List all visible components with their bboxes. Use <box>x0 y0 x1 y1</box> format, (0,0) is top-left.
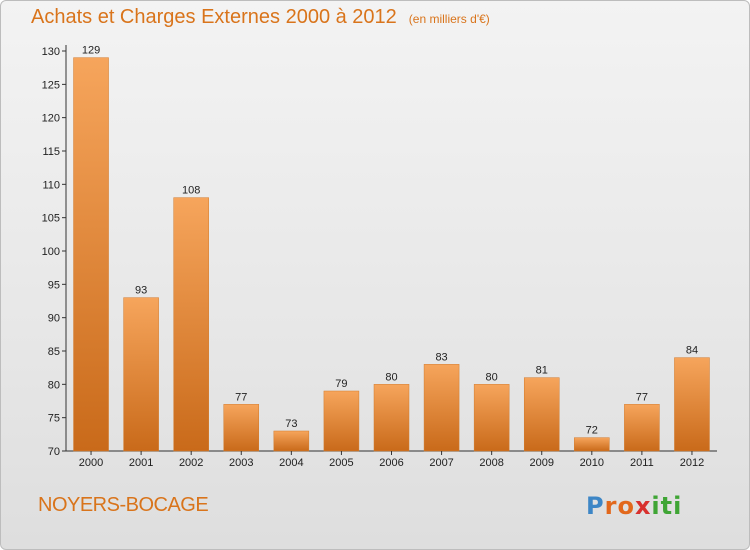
bar-value-label: 108 <box>182 185 200 197</box>
bar-value-label: 129 <box>82 45 100 57</box>
bar <box>574 437 610 452</box>
bar <box>674 357 710 452</box>
brand-letter: o <box>617 492 635 520</box>
y-tick-label: 100 <box>42 246 60 258</box>
bar-value-label: 73 <box>285 418 297 430</box>
x-tick-label: 2000 <box>79 457 103 469</box>
bar-value-label: 79 <box>335 378 347 390</box>
bar <box>373 384 410 452</box>
x-tick-label: 2008 <box>479 457 503 469</box>
bar-value-label: 80 <box>385 371 397 383</box>
brand-letter: i <box>673 492 683 520</box>
bar <box>73 57 109 452</box>
chart-unit: (en milliers d'€) <box>408 12 490 26</box>
brand-letter: r <box>604 492 618 520</box>
y-tick-label: 90 <box>48 313 60 325</box>
bar-value-label: 93 <box>135 285 147 297</box>
proxiti-logo: Proxiti <box>586 492 682 520</box>
brand-letter: x <box>634 492 652 520</box>
x-tick-label: 2005 <box>329 457 353 469</box>
bar-value-label: 81 <box>536 365 548 377</box>
x-tick-label: 2011 <box>630 457 654 469</box>
x-tick-label: 2002 <box>179 457 203 469</box>
x-tick-label: 2010 <box>580 457 604 469</box>
y-tick-label: 95 <box>48 279 60 291</box>
bar <box>123 297 159 452</box>
y-tick-label: 80 <box>48 379 60 391</box>
x-tick-label: 2001 <box>129 457 153 469</box>
x-tick-label: 2004 <box>279 457 303 469</box>
commune-name: NOYERS-BOCAGE <box>38 494 209 516</box>
y-tick-label: 110 <box>42 179 60 191</box>
y-tick-label: 130 <box>42 46 60 58</box>
bar-value-label: 72 <box>586 425 598 437</box>
x-tick-label: 2006 <box>379 457 403 469</box>
y-tick-label: 115 <box>42 146 60 158</box>
x-tick-label: 2009 <box>529 457 553 469</box>
bar-value-label: 84 <box>686 345 698 357</box>
x-tick-label: 2003 <box>229 457 253 469</box>
bar <box>523 377 560 452</box>
x-tick-label: 2012 <box>680 457 704 469</box>
brand-letter: i <box>651 492 661 520</box>
bar <box>323 390 360 452</box>
bar-value-label: 77 <box>235 391 247 403</box>
y-tick-label: 105 <box>42 213 60 225</box>
brand-letter: t <box>660 492 674 520</box>
bar-value-label: 80 <box>486 371 498 383</box>
y-tick-label: 125 <box>42 79 60 91</box>
bar-value-label: 77 <box>636 391 648 403</box>
y-tick-label: 120 <box>42 113 60 125</box>
brand-letter: P <box>586 492 605 520</box>
y-tick-label: 85 <box>48 346 60 358</box>
y-tick-label: 70 <box>48 446 60 458</box>
bar <box>624 404 660 452</box>
chart-title-text: Achats et Charges Externes 2000 à 2012 <box>31 6 397 28</box>
bar <box>473 384 510 452</box>
bar <box>173 197 209 452</box>
chart-title: Achats et Charges Externes 2000 à 2012 (e… <box>31 6 490 29</box>
bar-value-label: 83 <box>435 351 447 363</box>
bar <box>273 430 310 452</box>
bar <box>423 364 460 452</box>
y-tick-label: 75 <box>48 413 60 425</box>
x-tick-label: 2007 <box>429 457 453 469</box>
bar <box>223 404 260 452</box>
